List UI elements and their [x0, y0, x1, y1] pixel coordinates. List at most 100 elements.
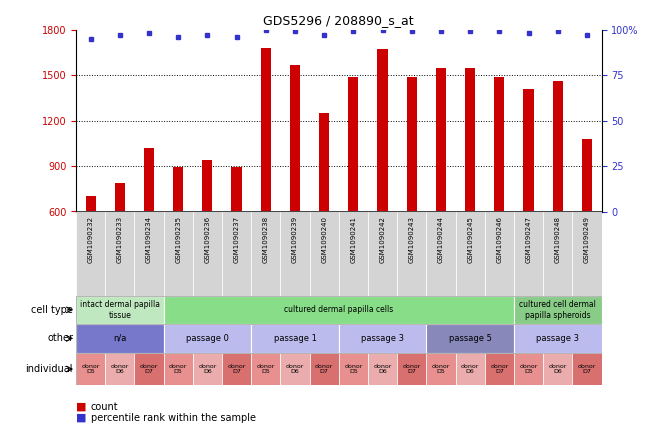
Bar	[164, 324, 251, 353]
Bar	[524, 89, 533, 212]
Title: GDS5296 / 208890_s_at: GDS5296 / 208890_s_at	[264, 14, 414, 27]
Bar	[348, 77, 358, 212]
Text: passage 5: passage 5	[449, 334, 492, 343]
Text: cell type: cell type	[31, 305, 73, 315]
Text: donor
D5: donor D5	[520, 364, 537, 374]
Text: donor
D6: donor D6	[373, 364, 392, 374]
Text: GSM1090239: GSM1090239	[292, 216, 298, 263]
Text: GSM1090233: GSM1090233	[117, 216, 123, 263]
Text: GSM1090232: GSM1090232	[88, 216, 94, 263]
Text: GSM1090241: GSM1090241	[350, 216, 356, 263]
Bar	[76, 353, 105, 385]
Bar	[164, 296, 514, 324]
Text: n/a: n/a	[113, 334, 126, 343]
Bar	[260, 48, 271, 212]
Text: GSM1090236: GSM1090236	[204, 216, 210, 263]
Text: GSM1090242: GSM1090242	[379, 216, 385, 263]
Bar	[485, 212, 514, 296]
Bar	[76, 212, 105, 296]
Bar	[553, 81, 563, 212]
Bar	[251, 353, 280, 385]
Bar	[543, 212, 572, 296]
Bar	[202, 160, 212, 212]
Bar	[572, 353, 602, 385]
Text: donor
D7: donor D7	[578, 364, 596, 374]
Bar	[105, 353, 134, 385]
Bar	[319, 113, 329, 212]
Text: passage 0: passage 0	[186, 334, 229, 343]
Text: passage 1: passage 1	[274, 334, 317, 343]
Bar	[465, 68, 475, 212]
Bar	[543, 353, 572, 385]
Bar	[105, 212, 134, 296]
Text: GSM1090240: GSM1090240	[321, 216, 327, 263]
Text: donor
D5: donor D5	[432, 364, 450, 374]
Text: GSM1090235: GSM1090235	[175, 216, 181, 263]
Text: intact dermal papilla
tissue: intact dermal papilla tissue	[80, 300, 160, 319]
Bar	[455, 212, 485, 296]
Bar	[144, 148, 154, 212]
Bar	[231, 167, 242, 212]
Text: donor
D7: donor D7	[140, 364, 158, 374]
Bar	[455, 353, 485, 385]
Text: donor
D7: donor D7	[227, 364, 246, 374]
Text: donor
D6: donor D6	[286, 364, 304, 374]
Bar	[377, 49, 387, 212]
Bar	[485, 353, 514, 385]
Bar	[115, 183, 125, 212]
Text: donor
D5: donor D5	[169, 364, 187, 374]
Text: GSM1090247: GSM1090247	[525, 216, 531, 263]
Text: donor
D7: donor D7	[315, 364, 333, 374]
Text: donor
D7: donor D7	[403, 364, 421, 374]
Text: other: other	[47, 333, 73, 343]
Text: donor
D5: donor D5	[81, 364, 100, 374]
Bar	[76, 296, 164, 324]
Bar	[76, 324, 164, 353]
Text: GSM1090246: GSM1090246	[496, 216, 502, 263]
Text: percentile rank within the sample: percentile rank within the sample	[91, 412, 256, 423]
Bar	[280, 353, 309, 385]
Bar	[426, 212, 455, 296]
Bar	[426, 353, 455, 385]
Bar	[193, 212, 222, 296]
Bar	[572, 212, 602, 296]
Text: passage 3: passage 3	[361, 334, 404, 343]
Text: donor
D7: donor D7	[490, 364, 508, 374]
Text: GSM1090234: GSM1090234	[146, 216, 152, 263]
Text: donor
D6: donor D6	[110, 364, 129, 374]
Text: individual: individual	[26, 364, 73, 374]
Bar	[436, 68, 446, 212]
Bar	[309, 353, 338, 385]
Bar	[514, 296, 602, 324]
Text: ■: ■	[76, 402, 87, 412]
Text: donor
D5: donor D5	[256, 364, 275, 374]
Text: GSM1090237: GSM1090237	[233, 216, 239, 263]
Text: cultured dermal papilla cells: cultured dermal papilla cells	[284, 305, 393, 314]
Text: cultured cell dermal
papilla spheroids: cultured cell dermal papilla spheroids	[520, 300, 596, 319]
Text: ■: ■	[76, 412, 87, 423]
Text: donor
D6: donor D6	[461, 364, 479, 374]
Bar	[397, 353, 426, 385]
Bar	[582, 139, 592, 212]
Bar	[85, 196, 96, 212]
Text: GSM1090244: GSM1090244	[438, 216, 444, 263]
Bar	[290, 65, 300, 211]
Text: passage 3: passage 3	[536, 334, 579, 343]
Bar	[280, 212, 309, 296]
Text: donor
D6: donor D6	[549, 364, 567, 374]
Bar	[426, 324, 514, 353]
Bar	[514, 212, 543, 296]
Text: count: count	[91, 402, 118, 412]
Bar	[397, 212, 426, 296]
Text: donor
D6: donor D6	[198, 364, 217, 374]
Bar	[338, 353, 368, 385]
Bar	[222, 212, 251, 296]
Bar	[164, 353, 193, 385]
Bar	[338, 324, 426, 353]
Text: GSM1090249: GSM1090249	[584, 216, 590, 263]
Bar	[134, 212, 164, 296]
Text: GSM1090248: GSM1090248	[555, 216, 561, 263]
Bar	[368, 353, 397, 385]
Bar	[309, 212, 338, 296]
Bar	[514, 353, 543, 385]
